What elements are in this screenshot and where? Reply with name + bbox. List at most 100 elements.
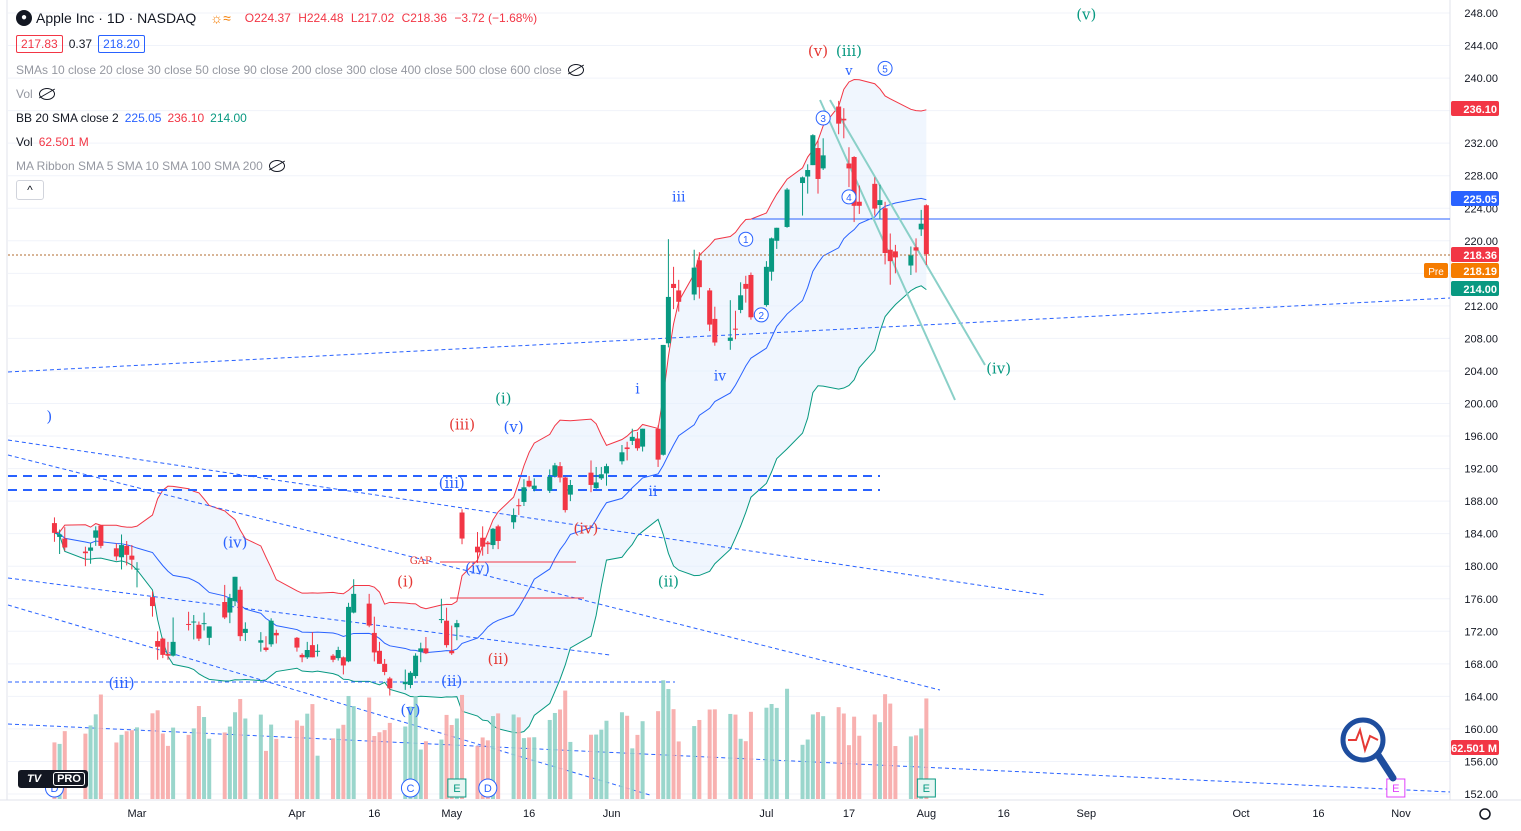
volume-bar <box>88 725 93 799</box>
candle-body <box>340 657 346 666</box>
volume-bar <box>810 714 815 799</box>
wave-label: (v) <box>1076 6 1096 24</box>
volume-bar <box>707 709 712 799</box>
candle-body <box>129 555 135 560</box>
candle-body <box>335 650 341 659</box>
candle-body <box>155 641 161 647</box>
volume-bar <box>114 742 119 799</box>
time-axis: Mar Apr 16 May 16 Jun Jul 17 Aug 16 Sep Oct 16 Nov <box>128 808 1412 820</box>
volume-bar <box>135 727 139 799</box>
tv-logo-icon: TV <box>26 773 42 785</box>
open-value: O224.37 <box>244 11 291 25</box>
collapse-legend-button[interactable]: ^ <box>16 180 44 200</box>
volume-bar <box>661 680 666 799</box>
trendline-dashed <box>7 577 611 656</box>
candle-body <box>449 650 455 654</box>
volume-bar <box>640 721 645 799</box>
vol-indicator-hidden[interactable]: Vol <box>16 82 584 106</box>
candle-body <box>98 525 104 546</box>
volume-bar <box>372 735 377 799</box>
tradingview-logo[interactable]: TV PRO <box>18 770 88 788</box>
hidden-eye-icon[interactable] <box>38 88 55 100</box>
candle-body <box>923 205 929 255</box>
wave-label: (iii) <box>449 416 475 434</box>
candle-body <box>598 474 604 479</box>
vol-indicator[interactable]: Vol 62.501 M <box>16 130 584 154</box>
wave-label: (ii) <box>441 672 462 690</box>
volume-bar <box>568 741 573 799</box>
volume-bar <box>124 731 129 799</box>
candle-body <box>376 650 382 664</box>
volume-bar <box>341 724 346 799</box>
wave-label: (ii) <box>658 573 679 591</box>
volume-bar <box>238 698 243 799</box>
volume-bar <box>924 698 929 799</box>
candle-body <box>387 678 393 689</box>
close-value: C218.36 <box>401 11 448 25</box>
volume-bar <box>310 704 315 799</box>
volume-bar <box>129 730 134 799</box>
candle-body <box>273 632 279 636</box>
candle-body <box>805 170 811 177</box>
smas-indicator[interactable]: SMAs 10 close 20 close 30 close 50 close… <box>16 58 584 82</box>
volume-bar <box>83 733 88 799</box>
collapse-row: ^ <box>16 178 584 202</box>
wave-label: (iii) <box>439 474 465 492</box>
candle-body <box>418 648 424 652</box>
wave-circle <box>877 60 893 76</box>
candle-body <box>634 438 640 449</box>
candle-body <box>732 328 738 330</box>
volume-bar <box>625 715 630 799</box>
bb-indicator[interactable]: BB 20 SMA close 2 225.05 236.10 214.00 <box>16 106 584 130</box>
candle-body <box>475 546 481 553</box>
candle-body <box>671 283 677 288</box>
candle-body <box>727 337 733 341</box>
symbol-row: ● Apple Inc · 1D · NASDAQ ☼≈ O224.37 H22… <box>16 6 584 30</box>
hidden-eye-icon[interactable] <box>268 160 285 172</box>
candle-body <box>88 547 94 551</box>
bid-price[interactable]: 217.83 <box>16 35 63 53</box>
volume-bar <box>227 726 232 799</box>
wave-label: (iv) <box>573 520 598 538</box>
bid-ask-row: 217.83 0.37 218.20 <box>16 30 584 58</box>
time-tick-label: Jul <box>759 808 773 820</box>
settings-gear-icon[interactable] <box>1479 808 1491 820</box>
volume-bar <box>630 748 635 799</box>
volume-bar <box>805 739 810 799</box>
volume-bar <box>656 711 661 799</box>
ask-price[interactable]: 218.20 <box>98 35 145 53</box>
candle-body <box>201 623 207 625</box>
candle-body <box>908 255 914 266</box>
volume-bar <box>454 718 459 799</box>
volume-bar <box>418 749 423 799</box>
candle-body <box>676 290 682 302</box>
price-tick-label: 152.00 <box>1464 789 1498 801</box>
event-marker-label: E <box>1392 783 1399 795</box>
volume-bar <box>263 750 268 799</box>
event-marker-label: C <box>406 783 414 795</box>
wave-label: (iv) <box>223 533 248 551</box>
candle-body <box>567 485 573 495</box>
candle-body <box>160 638 166 655</box>
volume-bar <box>160 733 165 799</box>
candle-body <box>851 156 857 206</box>
candle-body <box>562 477 568 511</box>
time-tick-label: Mar <box>128 808 147 820</box>
price-label-box <box>1451 263 1499 278</box>
symbol-title[interactable]: Apple Inc · 1D · NASDAQ <box>36 10 197 26</box>
volume-bar <box>527 737 532 799</box>
wave-label: iii <box>672 190 686 206</box>
spread-value: 0.37 <box>68 37 93 51</box>
volume-bar <box>202 717 207 799</box>
time-tick-label: Sep <box>1077 808 1097 820</box>
hidden-eye-icon[interactable] <box>567 64 584 76</box>
candle-body <box>413 655 419 677</box>
trendline-dashed <box>7 454 941 691</box>
magnifier-pulse <box>1348 726 1379 754</box>
volume-bar <box>439 739 444 799</box>
wave-label: i <box>635 382 640 398</box>
ma-ribbon-indicator[interactable]: MA Ribbon SMA 5 SMA 10 SMA 100 SMA 200 <box>16 154 584 178</box>
wave-label: 3 <box>820 114 826 125</box>
candle-body <box>366 603 372 626</box>
